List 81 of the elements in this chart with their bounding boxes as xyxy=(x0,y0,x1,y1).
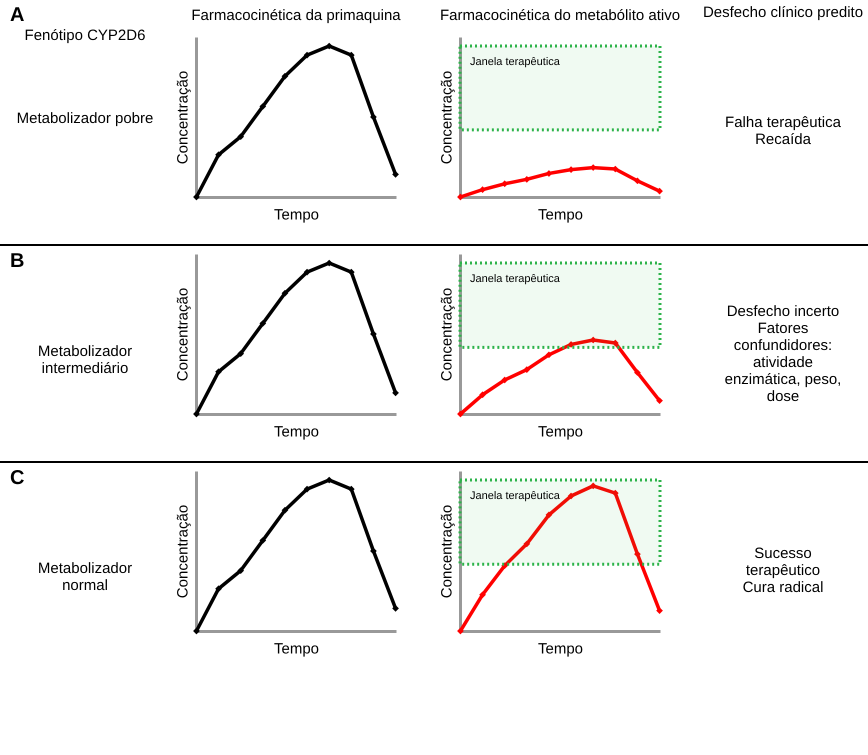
point xyxy=(237,567,244,574)
point xyxy=(304,268,310,276)
text: A xyxy=(10,4,26,27)
point xyxy=(282,290,288,297)
text: B xyxy=(10,250,26,273)
point xyxy=(370,548,377,554)
point xyxy=(634,177,641,184)
point xyxy=(479,391,486,398)
point xyxy=(457,410,464,418)
point xyxy=(193,194,200,200)
point xyxy=(193,410,200,418)
point xyxy=(282,72,288,80)
y-axis-title: Concentração xyxy=(438,504,456,598)
text: Metabolizador intermediário xyxy=(36,343,134,378)
point xyxy=(479,186,486,193)
point xyxy=(193,628,200,634)
point xyxy=(392,171,399,178)
point xyxy=(634,369,641,376)
band-label: Janela terapêutica xyxy=(470,56,561,68)
point xyxy=(215,151,222,158)
point xyxy=(568,492,574,500)
text: Fenótipo CYP2D6 xyxy=(24,27,146,44)
point xyxy=(215,368,222,376)
x-axis-title: Tempo xyxy=(538,206,584,224)
point xyxy=(523,540,530,548)
point xyxy=(237,133,244,140)
x-axis-title: Tempo xyxy=(538,424,584,440)
text: Metabolizador normal xyxy=(36,560,134,594)
point xyxy=(656,188,663,194)
band-label: Janela terapêutica xyxy=(470,490,561,502)
point xyxy=(259,537,266,544)
point xyxy=(259,103,266,110)
point xyxy=(370,114,377,120)
point xyxy=(370,330,377,338)
text: Desfecho clínico predito xyxy=(702,4,864,21)
point xyxy=(523,366,530,373)
point xyxy=(457,628,464,634)
point xyxy=(348,486,355,492)
point xyxy=(479,591,486,598)
point xyxy=(392,390,399,396)
y-axis-title: Concentração xyxy=(438,70,456,164)
text: C xyxy=(10,467,26,490)
point xyxy=(348,268,355,276)
point xyxy=(501,376,508,384)
point xyxy=(656,607,663,614)
point xyxy=(215,585,222,592)
point xyxy=(590,482,597,490)
point xyxy=(304,52,310,58)
x-axis-title: Tempo xyxy=(274,206,320,224)
point xyxy=(501,562,508,570)
text: Falha terapêutica Recaída xyxy=(724,114,842,148)
y-axis-title: Concentração xyxy=(438,288,456,382)
point xyxy=(237,350,244,357)
x-axis-title: Tempo xyxy=(274,424,320,440)
x-axis-title: Tempo xyxy=(538,640,584,658)
point xyxy=(282,506,288,514)
text: Sucesso terapêutico Cura radical xyxy=(742,545,824,596)
chart-title: Farmacocinética do metabólito ativo xyxy=(440,7,680,24)
point xyxy=(656,397,663,404)
point xyxy=(326,42,333,50)
y-axis-title: Concentração xyxy=(174,70,192,164)
point xyxy=(348,52,355,58)
point xyxy=(392,605,399,612)
text: Metabolizador pobre xyxy=(16,110,154,128)
point xyxy=(546,170,552,177)
point xyxy=(546,351,552,358)
band-label: Janela terapêutica xyxy=(470,273,561,286)
y-axis-title: Concentração xyxy=(174,288,192,382)
x-axis-title: Tempo xyxy=(274,640,320,658)
point xyxy=(457,194,464,200)
point xyxy=(546,512,552,518)
chart-title: Farmacocinética da primaquina xyxy=(191,7,402,24)
point xyxy=(612,490,619,496)
point xyxy=(634,550,641,558)
point xyxy=(326,476,333,484)
point xyxy=(326,260,333,266)
text: Desfecho incerto Fatores confundidores: atividade enzimática, peso, dose xyxy=(724,302,842,404)
point xyxy=(259,320,266,327)
point xyxy=(304,486,310,492)
y-axis-title: Concentração xyxy=(174,504,192,598)
point xyxy=(568,341,574,348)
